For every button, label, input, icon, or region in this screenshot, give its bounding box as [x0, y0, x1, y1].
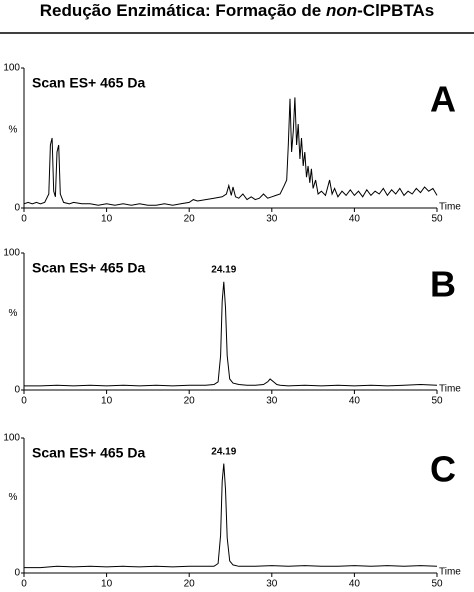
title-part: -ClPBTAs	[357, 1, 434, 20]
x-axis-label: Time	[439, 384, 461, 395]
x-tick-label: 50	[431, 579, 443, 590]
y-tick-label: 0	[14, 203, 20, 214]
scan-label: Scan ES+ 465 Da	[32, 75, 145, 91]
x-tick-label: 40	[349, 579, 361, 590]
trace	[23, 97, 438, 206]
x-tick-label: 10	[101, 396, 113, 407]
peak-label: 24.19	[211, 264, 236, 275]
y-axis-label: %	[9, 492, 18, 503]
peak-label: 24.19	[211, 446, 236, 457]
y-axis-label: %	[9, 308, 18, 319]
x-tick-label: 0	[21, 214, 27, 225]
x-tick-label: 10	[101, 214, 113, 225]
y-tick-label: 100	[3, 433, 20, 444]
x-axis-label: Time	[439, 567, 461, 578]
x-tick-label: 30	[266, 579, 278, 590]
panel-letter: C	[430, 449, 456, 490]
x-tick-label: 50	[431, 214, 443, 225]
figure-title: Redução Enzimática: Formação de non-ClPB…	[40, 1, 435, 20]
scan-label: Scan ES+ 465 Da	[32, 260, 145, 276]
x-tick-label: 0	[21, 396, 27, 407]
x-tick-label: 10	[101, 579, 113, 590]
y-tick-label: 100	[3, 63, 20, 74]
x-tick-label: 50	[431, 396, 443, 407]
x-tick-label: 0	[21, 579, 27, 590]
y-tick-label: 0	[14, 568, 20, 579]
panel-letter: B	[430, 264, 456, 305]
x-tick-label: 20	[184, 579, 196, 590]
x-tick-label: 30	[266, 214, 278, 225]
title-part: Redução Enzimática: Formação de	[40, 1, 326, 20]
y-tick-label: 100	[3, 248, 20, 259]
title-part: non	[326, 1, 357, 20]
x-tick-label: 40	[349, 214, 361, 225]
x-axis-label: Time	[439, 202, 461, 213]
trace	[24, 463, 438, 569]
scan-label: Scan ES+ 465 Da	[32, 445, 145, 461]
trace	[24, 281, 438, 387]
panel-letter: A	[430, 79, 456, 120]
x-tick-label: 20	[184, 214, 196, 225]
y-tick-label: 0	[14, 385, 20, 396]
x-tick-label: 40	[349, 396, 361, 407]
x-tick-label: 30	[266, 396, 278, 407]
y-axis-label: %	[9, 125, 18, 136]
x-tick-label: 20	[184, 396, 196, 407]
